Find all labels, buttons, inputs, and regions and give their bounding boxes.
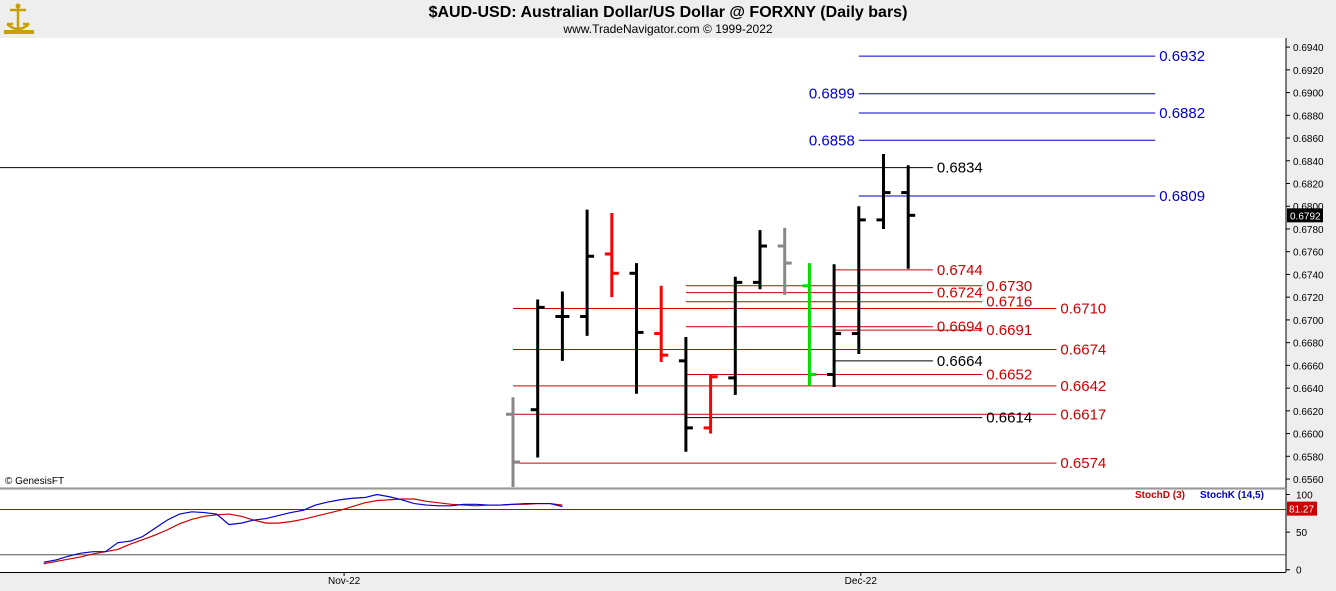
last-price-label: 0.6792 <box>1290 211 1321 222</box>
stoch-last-label: 81.27 <box>1289 505 1314 516</box>
stoch-tick-label: 0 <box>1296 566 1302 577</box>
y-tick-label: 0.6940 <box>1293 43 1324 54</box>
ohlc-bar <box>753 230 767 290</box>
y-tick-label: 0.6820 <box>1293 179 1324 190</box>
y-tick-label: 0.6600 <box>1293 430 1324 441</box>
level-label: 0.6809 <box>1159 188 1205 205</box>
y-tick-label: 0.6900 <box>1293 89 1324 100</box>
chart-title: $AUD-USD: Australian Dollar/US Dollar @ … <box>429 4 908 21</box>
ohlc-bar <box>604 213 619 298</box>
last-price-box <box>1287 208 1323 223</box>
ohlc-bar <box>678 336 693 452</box>
ohlc-bar <box>827 264 842 387</box>
header: $AUD-USD: Australian Dollar/US Dollar @ … <box>0 0 1336 38</box>
level-label: 0.6932 <box>1159 48 1205 65</box>
stoch-panel-background <box>0 490 1286 572</box>
y-tick-label: 0.6560 <box>1293 475 1324 486</box>
y-tick-label: 0.6780 <box>1293 225 1324 236</box>
ohlc-bar <box>555 291 570 361</box>
x-tick-label: Dec-22 <box>845 576 878 587</box>
y-tick-label: 0.6660 <box>1293 361 1324 372</box>
ohlc-bar <box>530 299 545 458</box>
level-label: 0.6730 <box>986 278 1032 295</box>
ohlc-bar <box>580 209 595 336</box>
y-tick-label: 0.6580 <box>1293 452 1324 463</box>
level-label: 0.6574 <box>1060 455 1106 472</box>
level-label: 0.6710 <box>1060 301 1106 318</box>
price-bars <box>506 153 916 487</box>
x-tick-label: Nov-22 <box>328 576 361 587</box>
logo-icon <box>4 3 34 34</box>
level-label: 0.6674 <box>1060 341 1106 358</box>
level-label: 0.6642 <box>1060 378 1106 395</box>
ohlc-bar <box>802 263 817 386</box>
ohlc-bar <box>703 374 718 434</box>
stoch-tick-label: 100 <box>1296 491 1313 502</box>
price-axis-background <box>1286 38 1336 487</box>
ohlc-bar <box>654 285 669 362</box>
y-tick-label: 0.6860 <box>1293 134 1324 145</box>
stoch-line <box>43 498 563 565</box>
y-tick-label: 0.6700 <box>1293 316 1324 327</box>
level-label: 0.6834 <box>937 160 983 177</box>
ohlc-bar <box>728 276 743 395</box>
level-label: 0.6691 <box>986 322 1032 339</box>
level-label: 0.6664 <box>937 353 983 370</box>
y-tick-label: 0.6620 <box>1293 407 1324 418</box>
time-x-axis: Nov-22 Dec-22 <box>328 572 877 587</box>
y-tick-label: 0.6680 <box>1293 339 1324 350</box>
chart-subtitle: www.TradeNavigator.com © 1999-2022 <box>562 22 772 36</box>
legend-stoch-d: StochD (3) <box>1135 490 1185 501</box>
header-background <box>0 0 1336 38</box>
level-label: 0.6744 <box>937 262 983 279</box>
y-tick-label: 0.6640 <box>1293 384 1324 395</box>
stoch-tick-label: 50 <box>1296 528 1308 539</box>
y-tick-label: 0.6760 <box>1293 248 1324 259</box>
watermark: © GenesisFT <box>5 476 64 487</box>
stoch-line <box>43 493 563 563</box>
level-label: 0.6882 <box>1159 105 1205 122</box>
y-tick-label: 0.6720 <box>1293 293 1324 304</box>
y-tick-label: 0.6800 <box>1293 202 1324 213</box>
ohlc-bar <box>506 397 520 487</box>
level-label: 0.6724 <box>937 285 983 302</box>
legend-stoch-k: StochK (14,5) <box>1200 490 1264 501</box>
ohlc-bar <box>777 227 792 295</box>
level-label: 0.6614 <box>986 410 1032 427</box>
level-label: 0.6858 <box>809 132 855 149</box>
level-label: 0.6694 <box>937 319 983 336</box>
price-y-axis: 0.6560 0.6580 0.6600 0.6620 0.6640 0.6660 0.66… <box>1286 43 1324 486</box>
level-label: 0.6899 <box>809 86 855 103</box>
ohlc-bar <box>876 153 891 229</box>
y-tick-label: 0.6920 <box>1293 66 1324 77</box>
y-tick-label: 0.6740 <box>1293 270 1324 281</box>
stochastic-panel: 0 50 100 81.27 StochD (3) StochK (14,5) <box>0 490 1317 577</box>
stoch-last-box <box>1287 501 1317 516</box>
level-label: 0.6652 <box>986 366 1032 383</box>
level-label: 0.6617 <box>1060 406 1106 423</box>
level-label: 0.6716 <box>986 294 1032 311</box>
y-tick-label: 0.6880 <box>1293 111 1324 122</box>
ohlc-bar <box>901 165 916 269</box>
ohlc-bar <box>851 206 866 355</box>
ohlc-bar <box>629 263 644 394</box>
y-tick-label: 0.6840 <box>1293 157 1324 168</box>
